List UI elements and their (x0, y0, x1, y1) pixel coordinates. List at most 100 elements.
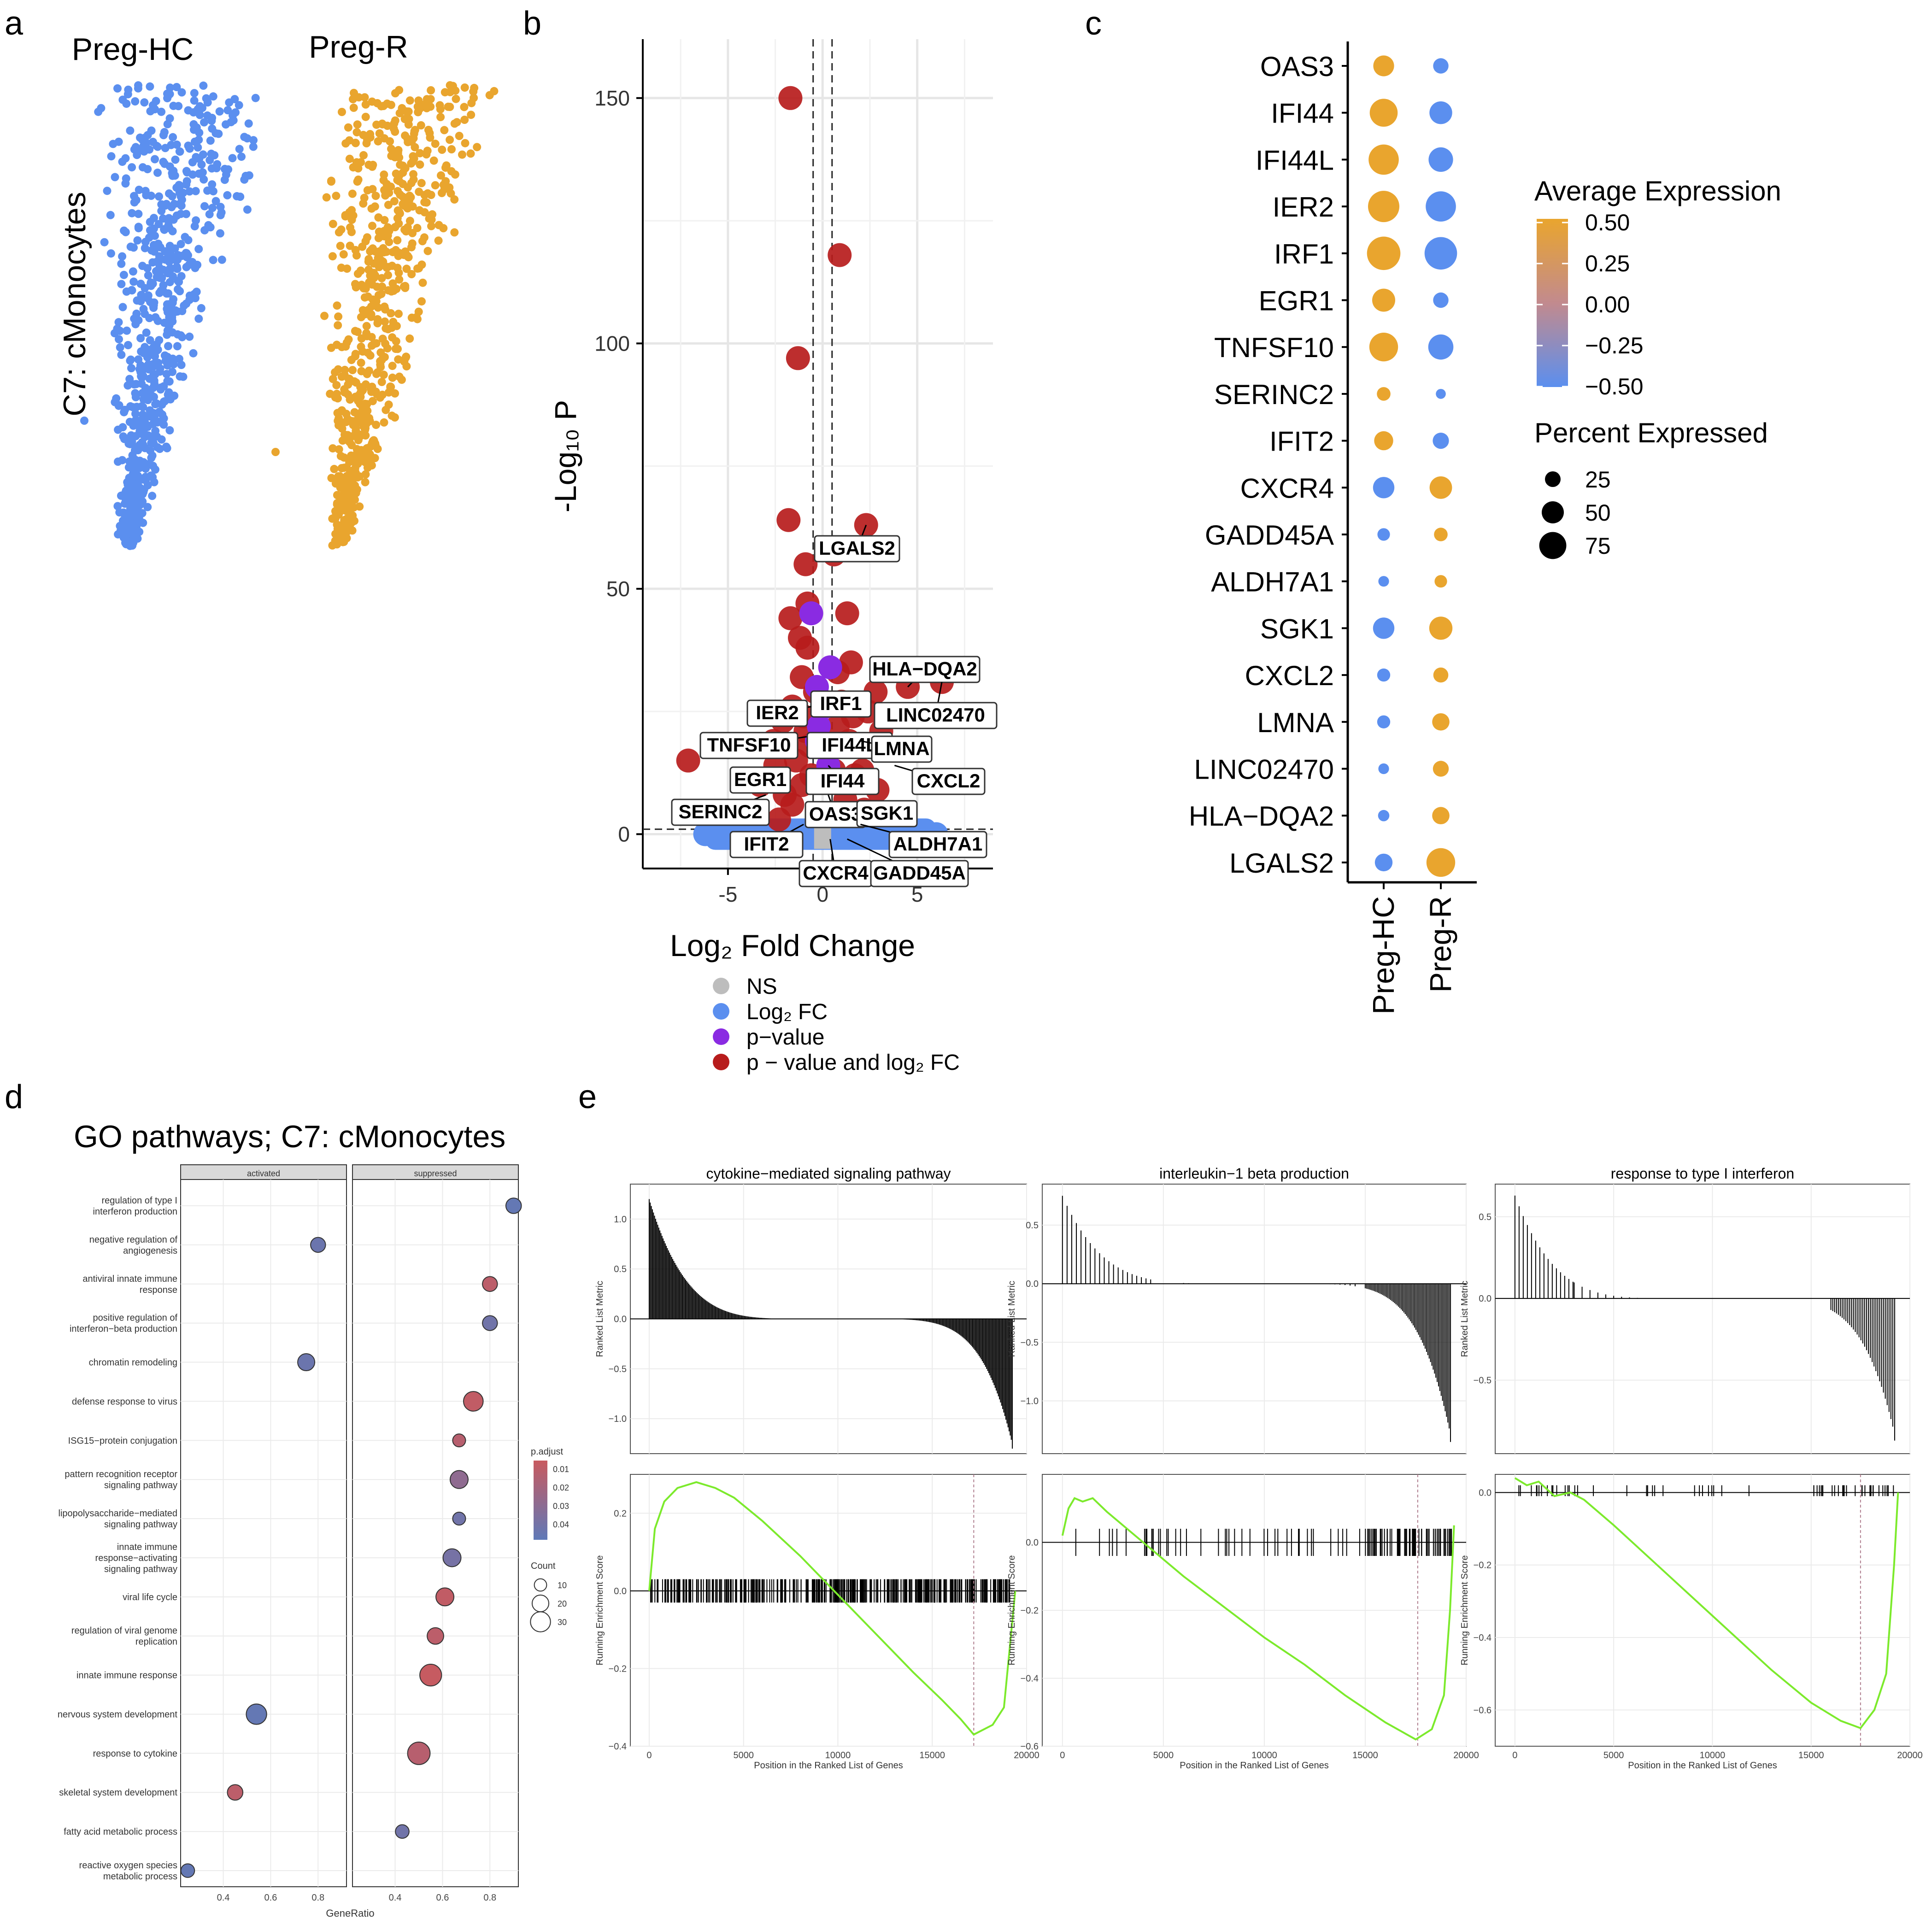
x-tick-label: 0.8 (311, 1893, 324, 1903)
umap-cell (149, 462, 157, 470)
go-term-line: antiviral innate immune (82, 1274, 177, 1284)
umap-cell (126, 440, 135, 448)
umap-cell (155, 192, 163, 201)
umap-cell (386, 137, 394, 146)
y-tick-label: −0.2 (609, 1664, 627, 1674)
umap-cell (368, 397, 377, 405)
umap-cell (190, 96, 199, 105)
umap-cell (417, 297, 426, 306)
gene-row-label: IRF1 (1274, 239, 1334, 270)
label-box (871, 735, 933, 763)
panel-letter-d: d (5, 1079, 23, 1115)
go-term-line: negative regulation of (89, 1235, 178, 1245)
umap-cell (111, 398, 119, 406)
umap-cell (143, 503, 152, 511)
y-tick-label: −0.5 (609, 1364, 627, 1374)
gene-label: LINC02470 (886, 704, 985, 726)
umap-cell (175, 181, 183, 189)
umap-cell (157, 206, 166, 215)
go-term-line: innate immune response (76, 1671, 177, 1681)
umap-cell (121, 228, 130, 236)
umap-cell (155, 407, 164, 416)
go-term-line: lipopolysaccharide−mediated (59, 1508, 178, 1519)
umap-cell (334, 472, 343, 481)
umap-cell (410, 129, 418, 138)
size-legend-dot (1539, 532, 1567, 559)
umap-cell (363, 464, 372, 472)
umap-cell (175, 277, 183, 286)
umap-cell (437, 171, 445, 180)
umap-cell (431, 140, 440, 148)
umap-cell (140, 98, 149, 107)
y-tick-label: 50 (606, 577, 630, 601)
umap-cell (357, 342, 365, 351)
umap-cell (368, 97, 376, 106)
dotplot-dot (1432, 807, 1450, 824)
y-tick-label: 1.0 (614, 1215, 627, 1225)
umap-cell (451, 170, 459, 179)
umap-cell (361, 100, 370, 109)
umap-cell (351, 458, 359, 467)
go-term-line: response to cytokine (93, 1749, 177, 1759)
x-axis-title: Position in the Ranked List of Genes (754, 1761, 903, 1771)
umap-cell (153, 399, 161, 408)
umap-cell (160, 225, 169, 234)
umap-cell (126, 242, 135, 251)
umap-cell (165, 321, 174, 330)
umap-cell (400, 283, 409, 291)
umap-cell (360, 93, 369, 102)
dotplot-dot (1434, 575, 1447, 588)
umap-cell (146, 406, 154, 415)
y-axis-title: Running Enrichment Score (1460, 1555, 1470, 1665)
umap-cell (174, 285, 182, 293)
umap-cell (348, 480, 357, 488)
umap-cell (387, 182, 395, 191)
gsea-panel-frame (630, 1474, 1027, 1747)
umap-cell (377, 102, 386, 111)
dotplot-dot (1378, 810, 1390, 822)
umap-cell (341, 211, 350, 220)
go-dot (297, 1353, 316, 1372)
label-box (869, 656, 981, 683)
umap-cell (345, 454, 353, 463)
umap-cell (427, 86, 435, 94)
y-axis-title: Running Enrichment Score (595, 1555, 605, 1665)
umap-cell (363, 406, 372, 415)
umap-cell (346, 491, 355, 500)
gene-row-label: ALDH7A1 (1211, 567, 1334, 598)
legend-key (713, 1054, 729, 1070)
umap-cell (377, 274, 386, 282)
umap-cell (364, 292, 372, 301)
umap-cell (160, 159, 169, 168)
go-term-line: pattern recognition receptor (65, 1469, 177, 1479)
umap-cell (182, 180, 191, 189)
go-dot (427, 1627, 444, 1645)
umap-cell (164, 388, 173, 397)
umap-cell (207, 149, 216, 158)
umap-cell (389, 124, 398, 133)
dotplot-group-labels: Preg-HC Preg-R (1366, 882, 1457, 1015)
dotplot-dot (1368, 144, 1399, 175)
umap-cell (348, 189, 357, 198)
umap-cell (368, 222, 376, 230)
umap-cell (208, 204, 217, 212)
go-dotplot: activated 0.4 0.6 0.8 suppressed 0.4 0.6 0.8 reg… (58, 1164, 569, 1919)
umap-cell (328, 252, 337, 261)
umap-cell (441, 163, 450, 172)
umap-cell (387, 309, 395, 317)
umap-cell (362, 329, 371, 338)
umap-cell (175, 200, 184, 208)
umap-cell (388, 333, 397, 342)
gsea-plot-il1b: interleukin−1 beta production 0 5000 10000 1… (1007, 1165, 1479, 1771)
umap-cell (356, 266, 365, 275)
umap-cell (351, 139, 360, 147)
x-axis-title: Position in the Ranked List of Genes (1180, 1761, 1329, 1771)
umap-cell (211, 197, 220, 205)
umap-cell (159, 287, 167, 295)
umap-cell (361, 284, 370, 293)
x-tick-label: 0 (1060, 1750, 1065, 1761)
umap-cell (235, 101, 243, 110)
umap-cell (389, 317, 398, 326)
umap-cell (404, 202, 413, 211)
